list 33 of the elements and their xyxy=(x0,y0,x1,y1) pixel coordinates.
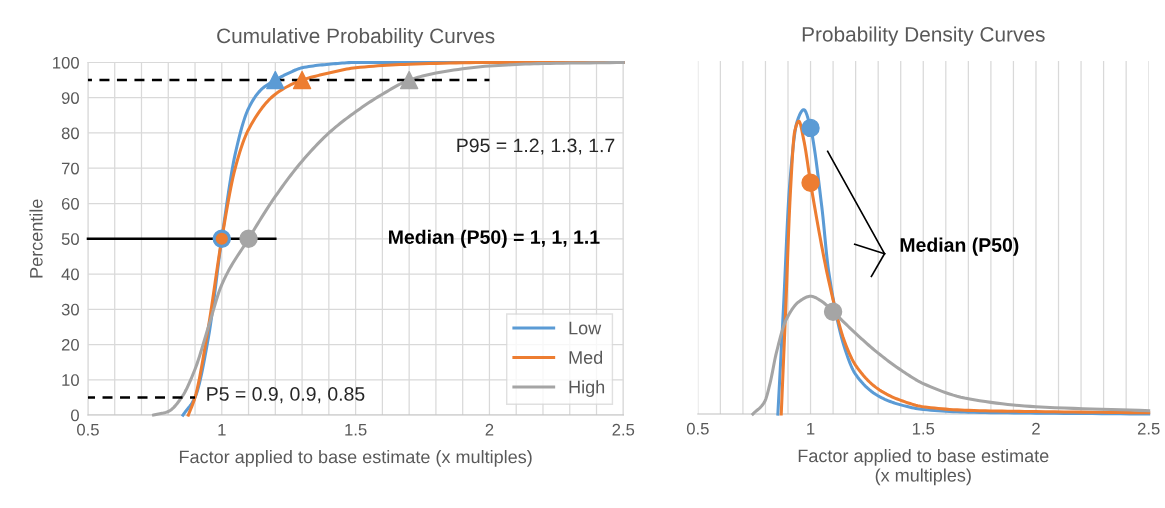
y-tick-label: 100 xyxy=(53,56,79,69)
legend-label: High xyxy=(569,380,605,397)
annotation: P5 = 0.9, 0.9, 0.85 xyxy=(207,387,365,404)
x-tick-label: 1.5 xyxy=(912,422,935,435)
annotation: Median (P50) = 1, 1, 1.1 xyxy=(389,229,600,248)
chart-title: Cumulative Probability Curves xyxy=(217,27,495,48)
y-tick-label: 60 xyxy=(61,197,79,210)
legend-label: Med xyxy=(569,350,603,364)
legend-label: Low xyxy=(569,321,602,335)
y-tick-label: 30 xyxy=(61,303,79,316)
x-axis-title: Factor applied to base estimate (x multiples) xyxy=(798,449,1049,486)
y-axis-title: Percentile xyxy=(29,199,43,278)
x-tick-label: 1.5 xyxy=(345,423,367,436)
x-tick-label: 1 xyxy=(218,423,226,436)
x-tick-label: 2.5 xyxy=(612,423,635,436)
y-tick-label: 0 xyxy=(71,409,79,422)
y-tick-label: 70 xyxy=(61,162,79,175)
chart-title: Probability Density Curves xyxy=(802,26,1045,46)
x-tick-label: 2 xyxy=(485,423,494,436)
x-axis-title: Factor applied to base estimate (x multiples) xyxy=(179,450,532,467)
y-tick-label: 90 xyxy=(61,92,79,104)
x-tick-label: 2 xyxy=(1032,422,1040,435)
x-tick-label: 0.5 xyxy=(686,422,709,435)
annotation: Median (P50) xyxy=(900,237,1019,256)
x-tick-label: 0.5 xyxy=(77,423,99,436)
y-tick-label: 80 xyxy=(61,127,79,140)
y-tick-label: 50 xyxy=(61,233,79,245)
x-tick-label: 1 xyxy=(807,422,815,435)
y-tick-label: 20 xyxy=(61,338,79,351)
y-tick-label: 10 xyxy=(62,374,79,386)
annotation: P95 = 1.2, 1.3, 1.7 xyxy=(457,138,615,155)
y-tick-label: 40 xyxy=(61,268,79,281)
x-tick-label: 2.5 xyxy=(1137,422,1160,435)
